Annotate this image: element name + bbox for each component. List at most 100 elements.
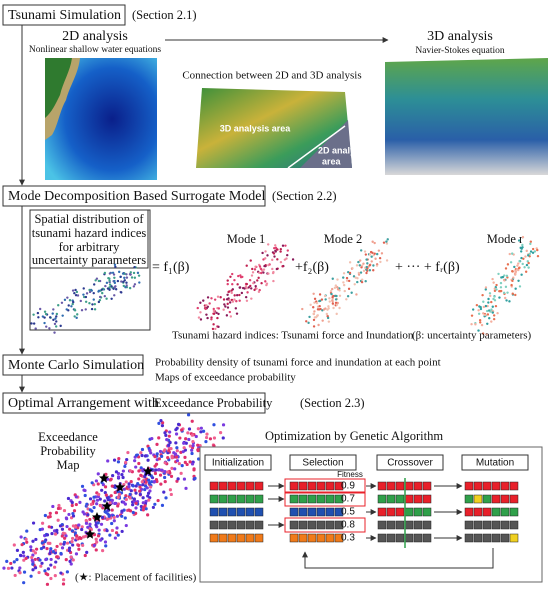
gene — [482, 494, 492, 504]
map-dot — [309, 303, 312, 307]
gene — [395, 494, 405, 504]
map-dot — [90, 307, 94, 311]
map-dot — [114, 288, 118, 291]
map-dot — [163, 475, 167, 480]
map-dot — [365, 271, 368, 275]
map-dot — [124, 286, 127, 289]
section-ref: (Section 2.1) — [132, 8, 197, 22]
map-dot — [334, 284, 338, 287]
map-dot — [520, 250, 523, 253]
map-dot — [186, 413, 191, 417]
map-dot — [325, 312, 329, 316]
gene — [209, 481, 219, 491]
map-dot — [199, 301, 202, 304]
gene — [209, 507, 219, 517]
map-dot — [238, 293, 241, 297]
map-dot — [482, 305, 486, 309]
map-dot — [248, 278, 252, 282]
map-dot — [61, 582, 66, 586]
map-dot — [211, 327, 215, 331]
map-dot — [112, 273, 116, 276]
map-dot — [103, 485, 108, 489]
map-dot — [120, 291, 123, 294]
map-dot — [251, 271, 255, 274]
map-dot — [92, 543, 96, 548]
map-dot — [49, 547, 53, 551]
map-dot — [132, 497, 136, 501]
map-dot — [169, 492, 173, 497]
map-dot — [250, 297, 253, 300]
map-dot — [99, 522, 104, 526]
loop-arrow — [302, 548, 494, 569]
map-dot — [368, 264, 372, 267]
map-dot — [124, 480, 128, 484]
label-box — [29, 209, 149, 269]
gene — [464, 533, 474, 543]
map-dot — [110, 508, 114, 512]
map-dot — [139, 473, 143, 477]
map-dot — [191, 444, 195, 448]
map-dot — [491, 277, 494, 281]
map-dot — [506, 291, 509, 294]
map-dot — [286, 249, 289, 252]
map-dot — [503, 279, 506, 282]
spatial-label: for arbitrary — [59, 240, 120, 254]
gene — [473, 507, 483, 517]
map-dot — [370, 260, 373, 263]
map-dot — [71, 302, 74, 306]
map-dot — [208, 302, 211, 305]
map-dot — [31, 549, 35, 553]
map-dot — [170, 456, 174, 460]
stage-box — [204, 454, 272, 471]
gene — [413, 481, 423, 491]
map-dot — [97, 290, 100, 293]
gene — [307, 520, 317, 530]
map-dot — [140, 447, 145, 452]
map-dot — [484, 286, 488, 289]
gene — [289, 494, 299, 504]
map-dot — [364, 253, 368, 256]
map-legend: (★: Placement of facilities) — [75, 572, 197, 584]
map-dot — [55, 528, 59, 532]
map-dot — [129, 273, 132, 276]
map-dot — [174, 428, 178, 432]
gene — [334, 533, 344, 543]
map-dot — [148, 489, 152, 493]
map-dot — [116, 460, 121, 464]
map-dot — [271, 267, 274, 271]
map-dot — [478, 319, 482, 322]
gene — [491, 507, 501, 517]
stage-box — [289, 454, 357, 471]
map-dot — [169, 446, 173, 451]
map-dot — [197, 316, 201, 319]
map-dot — [96, 482, 100, 486]
map-dot — [273, 246, 276, 250]
map-dot — [72, 300, 75, 304]
map-dot — [111, 474, 115, 478]
map-dot — [67, 549, 72, 553]
facility-star — [115, 482, 125, 492]
map-dot — [525, 249, 528, 253]
map-dot — [262, 258, 265, 261]
map-dot — [482, 300, 485, 303]
analysis-subtitle: Navier-Stokes equation — [415, 46, 504, 56]
map-dot — [357, 273, 361, 276]
map-dot — [347, 279, 351, 283]
gene — [325, 533, 335, 543]
map-dot — [176, 477, 180, 481]
step-box — [2, 4, 126, 26]
map-dot — [272, 279, 275, 283]
section-ref: (Section 2.3) — [300, 396, 365, 410]
gene — [413, 533, 423, 543]
gene — [307, 494, 317, 504]
map-dot — [244, 295, 248, 299]
map-dot — [73, 315, 76, 318]
map-dot — [20, 543, 24, 547]
map-dot — [61, 531, 66, 535]
map-dot — [523, 266, 526, 269]
map-dot — [47, 525, 51, 529]
map-dot — [143, 454, 148, 458]
map-dot — [109, 494, 113, 498]
map-dot — [121, 272, 125, 275]
